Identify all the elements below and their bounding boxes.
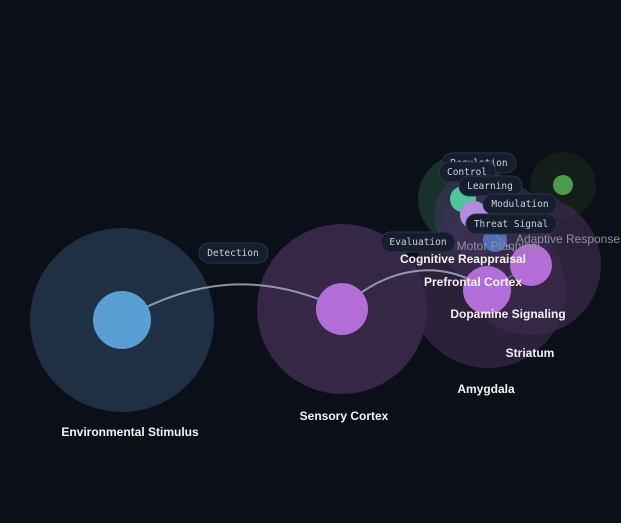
- label-amygdala: Amygdala: [457, 382, 515, 396]
- label-sensory-cortex: Sensory Cortex: [300, 409, 389, 423]
- label-environmental-stimulus: Environmental Stimulus: [61, 425, 199, 439]
- label-cognitive-reappraisal: Cognitive Reappraisal: [400, 252, 526, 266]
- node-striatum[interactable]: [510, 244, 552, 286]
- svg-text:Evaluation: Evaluation: [389, 237, 446, 248]
- svg-text:Threat Signal: Threat Signal: [474, 219, 548, 230]
- edge-label-modulation: Modulation: [482, 193, 558, 215]
- node-environmental-stimulus[interactable]: [93, 291, 151, 349]
- edge-label-threat-signal: Threat Signal: [465, 213, 558, 235]
- node-adaptive-response[interactable]: [553, 175, 573, 195]
- svg-text:Learning: Learning: [467, 181, 513, 192]
- label-motor-planning: Motor Planning: [457, 239, 538, 253]
- label-adaptive-response: Adaptive Response: [516, 232, 620, 246]
- edge-label-learning: Learning: [458, 175, 523, 197]
- label-prefrontal-cortex: Prefrontal Cortex: [424, 275, 522, 289]
- label-dopamine-signaling: Dopamine Signaling: [450, 307, 565, 321]
- edge-label-detection: Detection: [198, 242, 269, 264]
- edge-label-evaluation: Evaluation: [380, 231, 456, 253]
- node-amygdala[interactable]: [463, 266, 511, 314]
- label-striatum: Striatum: [506, 346, 555, 360]
- svg-text:Modulation: Modulation: [491, 199, 548, 210]
- node-sensory-cortex[interactable]: [316, 283, 368, 335]
- svg-text:Control: Control: [447, 167, 487, 178]
- svg-text:Detection: Detection: [207, 248, 258, 259]
